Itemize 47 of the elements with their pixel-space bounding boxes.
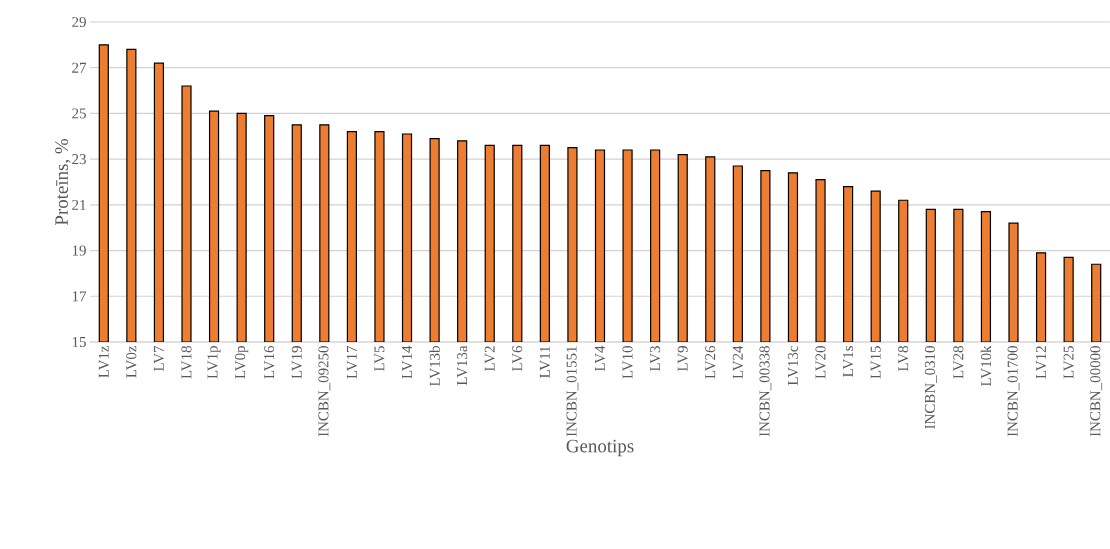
x-tick-label: LV18 — [181, 346, 192, 379]
x-tick-label: INCBN_01700 — [1007, 346, 1020, 437]
x-tick-label: INCBN_01551 — [566, 346, 579, 437]
x-tick-label: LV9 — [677, 346, 688, 372]
x-tick-label: LV12 — [1036, 346, 1047, 379]
x-tick-label: INCBN_00338 — [759, 346, 772, 437]
x-tick-label: LV0p — [235, 346, 249, 379]
x-tick-label: LV1z — [98, 345, 109, 378]
x-tick-label: LV8 — [898, 346, 909, 372]
x-tick-label: LV2 — [484, 346, 495, 372]
x-tick-label: INCBN_09250 — [318, 346, 331, 437]
y-tick-label: 25 — [72, 108, 86, 119]
x-tick-label: LV1p — [207, 346, 221, 379]
x-tick-label: LV19 — [291, 346, 302, 379]
x-tick-label: LV10 — [622, 346, 633, 379]
x-tick-label: LV4 — [594, 345, 606, 372]
x-tick-label: LV5 — [374, 346, 385, 372]
x-tick-label: LV13b — [429, 346, 440, 387]
x-tick-label: LV15 — [870, 346, 881, 379]
y-tick-label: 21 — [72, 199, 86, 210]
x-tick-label: LV11 — [539, 346, 550, 379]
y-tick-label: 15 — [72, 336, 86, 347]
x-tick-label: LV13a — [457, 345, 468, 386]
x-axis-title: Genotips — [566, 439, 634, 457]
x-tick-label: LV3 — [650, 346, 661, 372]
x-tick-label: LV1s — [843, 346, 854, 377]
x-tick-label: LV13c — [787, 345, 799, 386]
y-tick-label: 23 — [72, 154, 86, 165]
y-tick-label: 17 — [72, 291, 87, 302]
x-tick-label: LV6 — [512, 345, 523, 372]
x-tick-label: LV28 — [953, 346, 964, 379]
x-tick-label: LV0z — [126, 345, 137, 378]
x-tick-label: LV26 — [705, 345, 716, 379]
y-tick-label: 27 — [72, 62, 87, 73]
y-tick-label: 29 — [72, 16, 86, 27]
x-tick-label: INCBN_00000 — [1090, 346, 1103, 437]
x-tick-label: LV20 — [815, 346, 826, 379]
x-tick-label: LV14 — [401, 345, 413, 379]
x-tick-label: LV17 — [346, 345, 357, 379]
x-tick-label: LV10k — [980, 345, 992, 387]
x-tick-label: LV7 — [153, 345, 164, 372]
x-tick-label: LV25 — [1063, 346, 1074, 379]
x-tick-label: LV16 — [264, 345, 275, 379]
y-axis-title: Proteīns, % — [55, 139, 71, 226]
x-tick-label: LV24 — [732, 345, 743, 379]
y-tick-label: 19 — [72, 245, 86, 256]
x-tick-label: INCBN_0310 — [924, 346, 937, 429]
